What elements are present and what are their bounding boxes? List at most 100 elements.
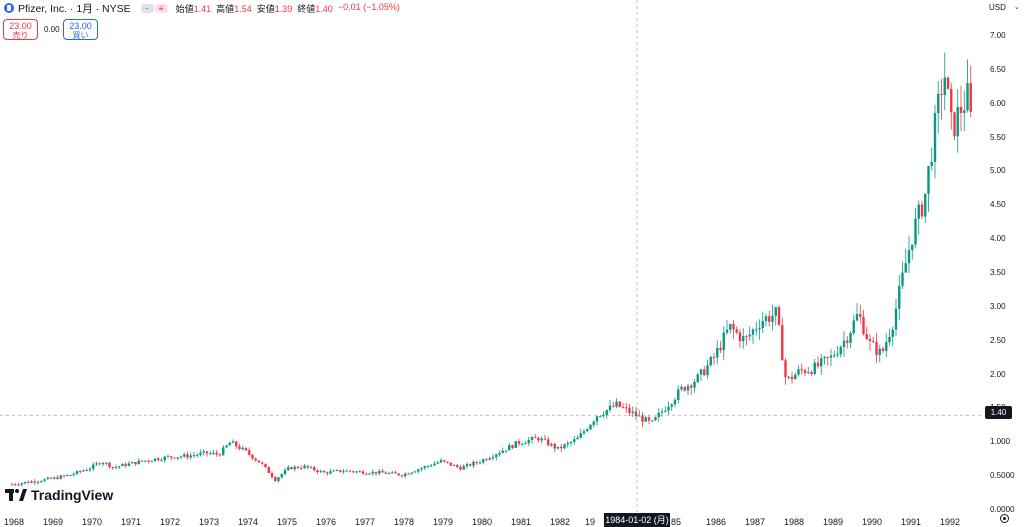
candle-down [517,441,521,444]
candle-down [647,417,651,421]
candle-up [852,320,855,334]
candle-up [202,451,205,453]
price-axis-label: 0.0000 [990,505,1015,514]
candle-up [436,462,439,464]
candle-down [261,462,264,464]
candle-up [179,456,183,458]
chevron-down-icon[interactable]: ⌄ [1014,4,1020,11]
minus-icon[interactable]: − [140,3,154,13]
settings-icon[interactable] [1000,514,1009,523]
candle-up [53,477,56,479]
year-label: 1970 [81,517,103,527]
candle-up [813,362,816,375]
candle-down [443,460,446,462]
candle-up [924,193,927,217]
candle-up [23,481,27,484]
year-label: 1976 [315,517,337,527]
candle-down [215,452,218,455]
candle-up [855,314,859,321]
candle-up [686,385,690,391]
year-label: 1969 [42,517,64,527]
candle-up [664,410,667,412]
candle-up [764,316,768,322]
candle-up [787,376,790,378]
buy-button[interactable]: 23.00 買い [63,19,98,40]
candle-down [826,356,829,358]
candle-down [361,471,365,474]
candle-down [173,457,176,459]
sell-button[interactable]: 23.00 売り [3,19,38,40]
candle-up [309,467,313,469]
candle-up [644,417,647,422]
candle-up [20,483,23,485]
year-label: 1992 [939,517,961,527]
candle-up [82,470,85,472]
symbol-title[interactable]: Pfizer, Inc. · 1月 · NYSE [18,2,131,15]
currency-selector[interactable]: USD [989,3,1006,12]
list-icon[interactable]: ≡ [154,3,168,13]
candle-down [859,314,862,317]
price-axis-label: 6.50 [990,64,1006,74]
candle-up [335,470,339,472]
candle-up [901,272,904,286]
candle-down [553,443,556,449]
candle-down [157,458,160,461]
chart-type-chips[interactable]: − ≡ [140,3,168,13]
candle-down [33,481,36,483]
price-axis-label: 3.50 [990,268,1006,277]
candle-down [244,447,248,451]
candle-up [183,454,186,457]
year-label: 1990 [861,517,883,527]
candle-up [677,389,680,401]
candle-up [898,285,901,309]
candle-down [322,470,326,473]
candle-up [540,438,543,441]
candle-up [839,346,842,355]
candle-up [914,218,917,245]
candle-down [384,472,387,474]
price-axis-label: 5.00 [990,166,1006,176]
candle-down [946,77,950,89]
candle-down [352,471,355,473]
candle-up [287,467,290,471]
candle-up [638,415,641,417]
candle-up [582,431,586,434]
candle-down [306,465,309,468]
candle-down [14,484,17,486]
candle-up [904,263,907,273]
candle-up [368,473,371,475]
candle-up [797,369,800,375]
candle-up [667,406,670,411]
candle-up [439,460,443,463]
candle-up [482,459,485,463]
candle-up [433,463,436,466]
candle-up [742,336,745,342]
candle-down [111,467,114,469]
tradingview-brand[interactable]: TradingView [5,487,113,503]
candle-down [170,456,173,458]
candle-down [969,83,972,112]
candle-up [956,107,959,137]
candle-down [790,376,794,380]
candle-up [85,470,88,472]
candle-down [777,307,781,325]
candle-up [651,420,654,422]
candle-up [160,460,163,462]
candle-up [521,443,524,445]
candle-up [387,473,391,475]
candle-down [469,464,472,466]
candle-up [452,464,456,466]
candle-up [199,452,202,455]
year-label: 1978 [393,517,415,527]
candle-up [722,332,725,351]
candle-down [186,454,189,458]
price-axis-label: 4.00 [990,234,1006,244]
candle-up [527,439,530,444]
candle-up [283,470,287,475]
candle-down [365,473,368,475]
candle-down [810,372,813,375]
year-label: 1973 [198,517,220,527]
candle-up [293,466,296,470]
